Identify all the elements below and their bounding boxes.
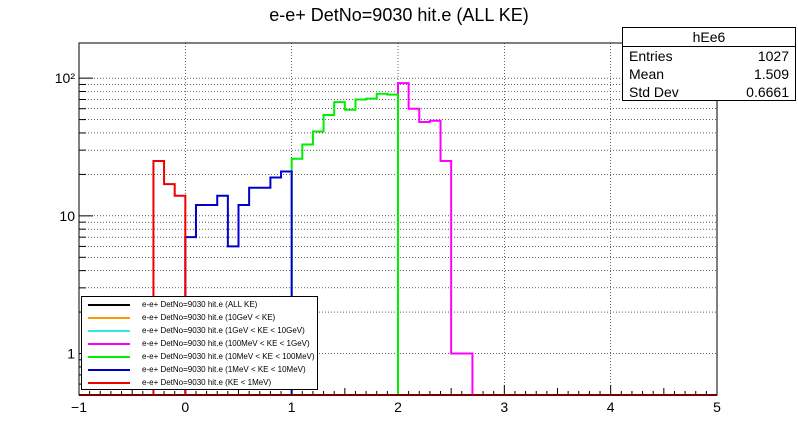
stats-value: 1027 bbox=[757, 48, 789, 64]
legend-label: e-e+ DetNo=9030 hit.e (100MeV < KE < 1Ge… bbox=[142, 339, 310, 348]
stats-row-stddev: Std Dev 0.6661 bbox=[623, 83, 795, 101]
legend-label: e-e+ DetNo=9030 hit.e (10GeV < KE) bbox=[142, 313, 276, 322]
legend-swatch bbox=[88, 355, 130, 358]
x-tick-label: 5 bbox=[713, 399, 721, 415]
legend-label: e-e+ DetNo=9030 hit.e (1MeV < KE < 10MeV… bbox=[142, 365, 306, 374]
legend: e-e+ DetNo=9030 hit.e (ALL KE) e-e+ DetN… bbox=[81, 296, 318, 390]
legend-label: e-e+ DetNo=9030 hit.e (1GeV < KE < 10GeV… bbox=[142, 326, 305, 335]
stats-label: Std Dev bbox=[629, 84, 679, 100]
legend-entry: e-e+ DetNo=9030 hit.e (1GeV < KE < 10GeV… bbox=[82, 324, 317, 337]
legend-label: e-e+ DetNo=9030 hit.e (10MeV < KE < 100M… bbox=[142, 352, 315, 361]
x-tick-label: 1 bbox=[288, 399, 296, 415]
stats-label: Entries bbox=[629, 48, 673, 64]
legend-label: e-e+ DetNo=9030 hit.e (ALL KE) bbox=[142, 300, 258, 309]
stats-row-entries: Entries 1027 bbox=[623, 47, 795, 65]
y-tick-label: 1 bbox=[67, 346, 75, 362]
chart-title: e-e+ DetNo=9030 hit.e (ALL KE) bbox=[269, 5, 529, 25]
legend-entry: e-e+ DetNo=9030 hit.e (ALL KE) bbox=[82, 298, 317, 311]
legend-swatch bbox=[88, 381, 130, 384]
legend-entry: e-e+ DetNo=9030 hit.e (KE < 1MeV) bbox=[82, 376, 317, 389]
stats-value: 1.509 bbox=[753, 66, 789, 82]
stats-box: hEe6 Entries 1027 Mean 1.509 Std Dev 0.6… bbox=[622, 27, 796, 101]
y-tick-label: 10 bbox=[59, 208, 75, 224]
y-tick-label: 10² bbox=[55, 70, 76, 86]
plot-frame bbox=[78, 42, 718, 396]
stats-title: hEe6 bbox=[623, 28, 795, 47]
stats-value: 0.6661 bbox=[746, 84, 789, 100]
histogram-series bbox=[397, 82, 474, 395]
histogram-series bbox=[290, 92, 399, 395]
stats-label: Mean bbox=[629, 66, 665, 82]
legend-swatch bbox=[88, 316, 130, 319]
legend-label: e-e+ DetNo=9030 hit.e (KE < 1MeV) bbox=[142, 378, 272, 387]
legend-swatch bbox=[88, 329, 130, 332]
x-tick-label: 2 bbox=[394, 399, 402, 415]
histogram-series bbox=[152, 160, 187, 395]
legend-entry: e-e+ DetNo=9030 hit.e (1MeV < KE < 10MeV… bbox=[82, 363, 317, 376]
histogram-series bbox=[184, 170, 293, 395]
x-tick-label: 3 bbox=[500, 399, 508, 415]
legend-entry: e-e+ DetNo=9030 hit.e (10GeV < KE) bbox=[82, 311, 317, 324]
legend-swatch bbox=[88, 368, 130, 371]
legend-swatch bbox=[88, 342, 130, 345]
legend-entry: e-e+ DetNo=9030 hit.e (10MeV < KE < 100M… bbox=[82, 350, 317, 363]
x-tick-label: −1 bbox=[71, 399, 87, 415]
x-tick-label: 0 bbox=[181, 399, 189, 415]
legend-entry: e-e+ DetNo=9030 hit.e (100MeV < KE < 1Ge… bbox=[82, 337, 317, 350]
stats-row-mean: Mean 1.509 bbox=[623, 65, 795, 83]
x-tick-label: 4 bbox=[607, 399, 615, 415]
legend-swatch bbox=[88, 303, 130, 306]
